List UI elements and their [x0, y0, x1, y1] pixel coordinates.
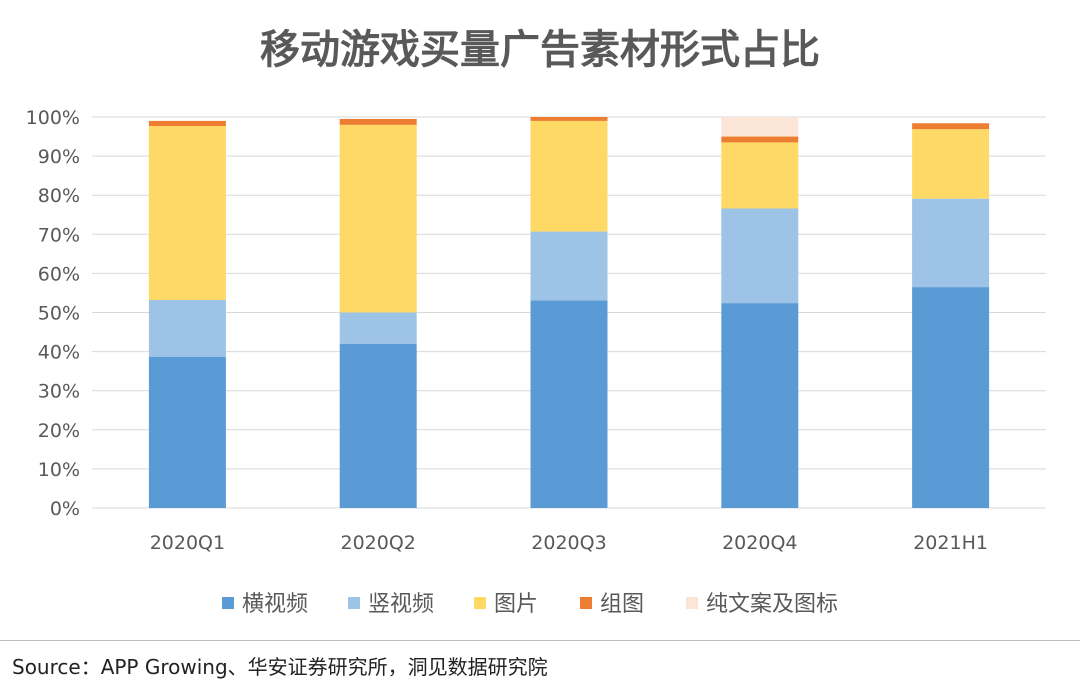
- bar-segment: [339, 343, 417, 508]
- bar-segment: [912, 198, 990, 288]
- x-category-label: 2021H1: [913, 532, 988, 554]
- legend-swatch: [686, 597, 698, 609]
- y-tick-label: 60%: [38, 263, 80, 285]
- legend-label: 横视频: [242, 592, 308, 617]
- bar-segment: [530, 300, 608, 508]
- bar-segment: [339, 312, 417, 344]
- x-category-label: 2020Q4: [722, 532, 797, 554]
- y-tick-label: 80%: [38, 185, 80, 207]
- bar-segment: [148, 299, 226, 357]
- bar-segment: [148, 356, 226, 508]
- legend-label: 组图: [600, 592, 644, 617]
- bar-segment: [530, 120, 608, 232]
- y-tick-label: 30%: [38, 381, 80, 403]
- legend-label: 竖视频: [368, 592, 434, 617]
- bar-segment: [721, 136, 799, 143]
- legend-swatch: [474, 597, 486, 609]
- chart-title: 移动游戏买量广告素材形式占比: [260, 27, 820, 73]
- bar-segment: [530, 231, 608, 301]
- bar-segment: [912, 129, 990, 199]
- bar-segment: [339, 118, 417, 125]
- bars: [148, 117, 990, 508]
- bar-segment: [912, 287, 990, 508]
- bar-segment: [721, 117, 799, 137]
- bar-segment: [530, 117, 608, 121]
- legend: 横视频 竖视频 图片 组图 纯文案及图标: [222, 592, 838, 617]
- y-tick-label: 0%: [50, 498, 80, 520]
- bar-segment: [148, 125, 226, 300]
- legend-swatch: [222, 597, 234, 609]
- footer-divider: [0, 640, 1080, 641]
- y-tick-label: 100%: [26, 107, 80, 129]
- bar-segment: [721, 303, 799, 508]
- x-category-label: 2020Q2: [340, 532, 415, 554]
- y-tick-label: 10%: [38, 459, 80, 481]
- bar-segment: [721, 208, 799, 304]
- bar-segment: [912, 123, 990, 130]
- y-tick-label: 40%: [38, 342, 80, 364]
- y-tick-label: 90%: [38, 146, 80, 168]
- legend-swatch: [348, 597, 360, 609]
- y-tick-label: 20%: [38, 420, 80, 442]
- legend-label: 纯文案及图标: [706, 592, 838, 617]
- bar-segment: [148, 120, 226, 126]
- bar-segment: [339, 124, 417, 313]
- source-note: Source：APP Growing、华安证券研究所，洞见数据研究院: [12, 655, 548, 679]
- x-category-label: 2020Q3: [531, 532, 606, 554]
- y-tick-label: 50%: [38, 303, 80, 325]
- chart: 移动游戏买量广告素材形式占比 0% 10% 20% 30% 40% 50% 60% 70% 80…: [26, 27, 1046, 617]
- y-tick-label: 70%: [38, 224, 80, 246]
- y-axis-ticks: 0% 10% 20% 30% 40% 50% 60% 70% 80% 90% 100%: [26, 107, 80, 520]
- x-category-label: 2020Q1: [150, 532, 225, 554]
- x-axis-categories: 2020Q1 2020Q2 2020Q3 2020Q4 2021H1: [150, 532, 988, 554]
- legend-swatch: [580, 597, 592, 609]
- legend-label: 图片: [494, 592, 538, 617]
- bar-segment: [721, 142, 799, 209]
